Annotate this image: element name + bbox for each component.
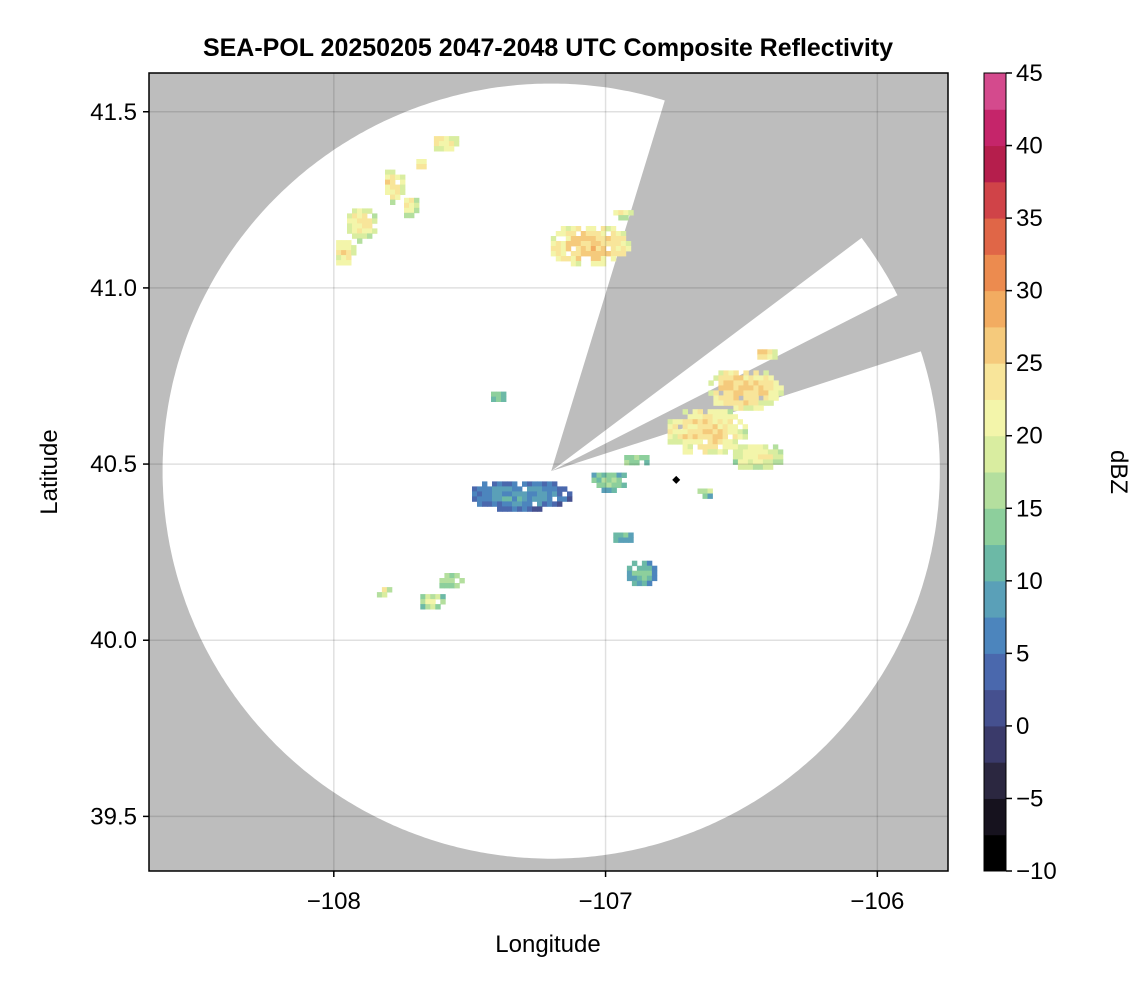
grid-lines xyxy=(149,73,948,871)
x-tick-label: −108 xyxy=(307,888,361,915)
colorbar-band xyxy=(984,109,1006,147)
colorbar-band xyxy=(984,725,1006,763)
y-tick-label: 39.5 xyxy=(90,803,137,830)
echo-cell xyxy=(624,455,650,466)
plot-area xyxy=(148,72,949,872)
echo-cell xyxy=(420,594,446,610)
reflectivity-echoes xyxy=(336,136,784,610)
y-axis-ticks: 39.5 40.0 40.5 41.0 41.5 xyxy=(90,99,149,830)
colorbar-tick-label: 15 xyxy=(1016,495,1043,522)
y-tick-label: 40.0 xyxy=(90,627,137,654)
echo-cell xyxy=(591,472,627,493)
colorbar-band xyxy=(984,472,1006,509)
colorbar-band xyxy=(984,544,1006,582)
colorbar-tick-label: −10 xyxy=(1016,858,1057,885)
radar-site-marker xyxy=(672,475,681,484)
echo-cell xyxy=(385,169,406,205)
colorbar-band xyxy=(984,689,1006,727)
colorbar-band xyxy=(984,762,1006,799)
echo-cell xyxy=(404,197,420,219)
colorbar-tick-label: 40 xyxy=(1016,133,1043,160)
y-tick-label: 41.0 xyxy=(90,275,137,302)
y-tick-label: 41.5 xyxy=(90,99,137,126)
colorbar-band xyxy=(984,508,1006,546)
colorbar-band xyxy=(984,218,1006,255)
x-tick-label: −106 xyxy=(850,888,904,915)
colorbar-band xyxy=(984,798,1006,836)
echo-cell xyxy=(491,391,507,402)
colorbar-tick-label: 0 xyxy=(1016,713,1029,740)
colorbar-band xyxy=(984,617,1006,654)
colorbar-tick-label: 45 xyxy=(1016,60,1043,87)
echo-cell xyxy=(732,444,784,470)
colorbar-frame xyxy=(983,72,1007,872)
colorbar-scale xyxy=(984,73,1006,872)
colorbar-tick-label: 20 xyxy=(1016,423,1043,450)
colorbar-band xyxy=(984,290,1006,328)
colorbar-band xyxy=(984,73,1006,110)
y-axis-label: Latitude xyxy=(36,429,63,514)
colorbar-tick-label: 25 xyxy=(1016,350,1043,377)
chart-title: SEA-POL 20250205 2047-2048 UTC Composite… xyxy=(203,34,893,62)
echo-cell xyxy=(550,226,632,267)
colorbar-band xyxy=(984,580,1006,618)
echo-cell xyxy=(433,136,460,152)
echo-cell xyxy=(697,488,713,499)
echo-cell xyxy=(708,370,784,411)
colorbar-band xyxy=(984,326,1006,364)
echo-cell xyxy=(613,532,634,543)
x-axis-label: Longitude xyxy=(495,931,600,958)
colorbar: −10 −5 0 5 10 15 20 25 30 35 40 45 dBZ xyxy=(983,60,1132,885)
colorbar-label: dBZ xyxy=(1105,450,1132,494)
radar-coverage-area xyxy=(162,83,940,859)
echo-cell xyxy=(472,481,573,512)
colorbar-band xyxy=(984,254,1006,292)
colorbar-band xyxy=(984,145,1006,183)
colorbar-ticks: −10 −5 0 5 10 15 20 25 30 35 40 45 xyxy=(1006,60,1057,885)
y-tick-label: 40.5 xyxy=(90,451,137,478)
echo-cell xyxy=(336,240,357,266)
echo-cell xyxy=(376,587,393,598)
colorbar-tick-label: 10 xyxy=(1016,568,1043,595)
plot-frame xyxy=(148,72,949,872)
colorbar-tick-label: −5 xyxy=(1016,785,1043,812)
colorbar-band xyxy=(984,181,1006,219)
colorbar-band xyxy=(984,435,1006,473)
colorbar-tick-label: 35 xyxy=(1016,205,1043,232)
colorbar-band xyxy=(984,363,1006,400)
echo-cell xyxy=(667,409,748,455)
echo-cell xyxy=(613,210,634,221)
x-axis-ticks: −108 −107 −106 xyxy=(307,871,904,915)
colorbar-band xyxy=(984,653,1006,691)
echo-cell xyxy=(416,159,427,170)
colorbar-band xyxy=(984,399,1006,437)
echo-cell xyxy=(439,573,465,589)
colorbar-tick-label: 5 xyxy=(1016,640,1029,667)
echo-cell xyxy=(626,560,658,587)
echo-cell xyxy=(757,349,778,360)
colorbar-tick-label: 30 xyxy=(1016,278,1043,305)
x-tick-label: −107 xyxy=(579,888,633,915)
echo-cell xyxy=(347,208,378,244)
colorbar-band xyxy=(984,834,1006,872)
